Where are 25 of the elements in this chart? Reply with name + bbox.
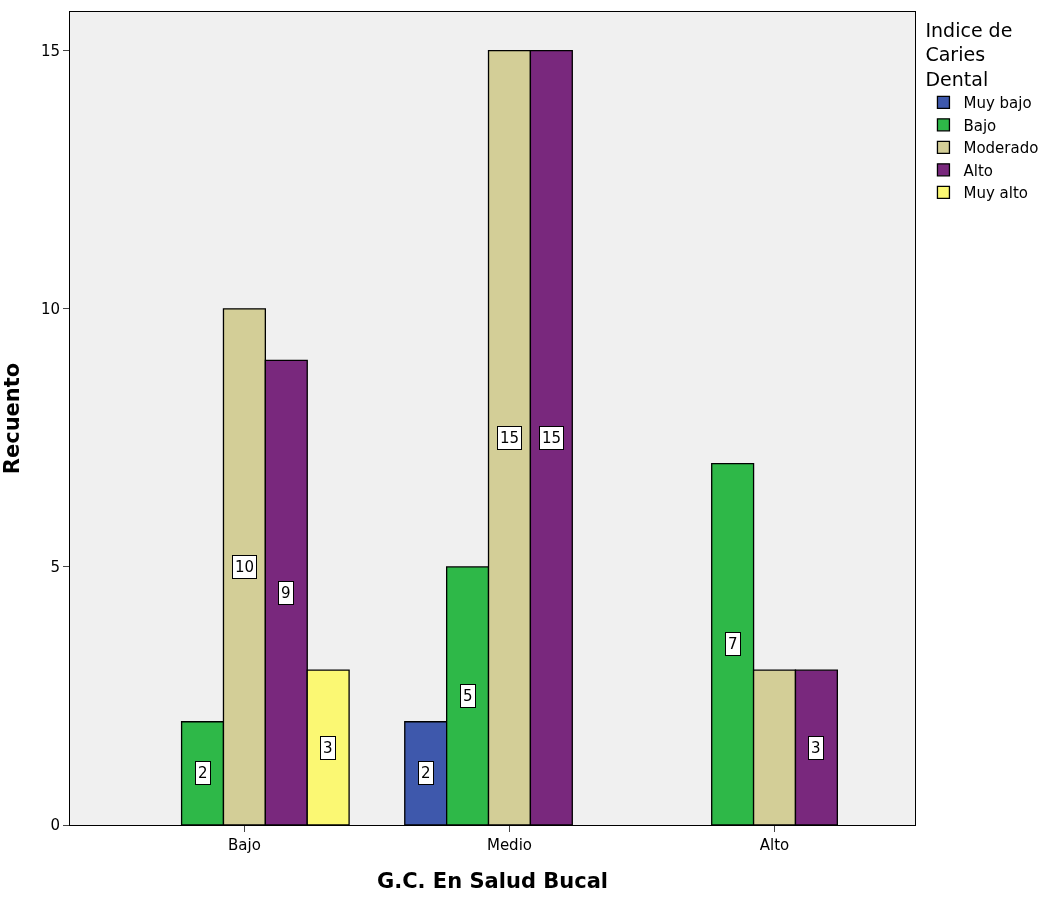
data-label: 3 [811,739,821,757]
data-label: 5 [463,687,473,705]
y-tick-label: 15 [40,41,60,60]
data-label: 2 [421,764,431,782]
legend-label: Moderado [963,139,1039,158]
data-label: 2 [198,764,208,782]
data-label: 3 [323,739,333,757]
x-tick-label: Alto [759,836,790,854]
y-tick-label: 0 [50,816,60,835]
y-tick-label: 10 [40,300,60,319]
data-label: 15 [542,429,562,447]
data-label: 15 [500,429,520,447]
x-tick-label: Bajo [228,836,261,854]
legend-label: Muy bajo [963,94,1032,113]
legend-label: Alto [963,161,993,180]
y-axis-title: Recuento [0,362,25,475]
data-label: 9 [281,584,291,602]
y-tick-label: 5 [50,558,60,577]
x-axis-title: G.C. En Salud Bucal [376,869,609,894]
data-label: 7 [728,635,738,653]
legend-label: Muy alto [963,184,1028,203]
legend-title: Indice de Caries Dental [925,18,1013,91]
data-label: 10 [235,558,255,576]
legend-label: Bajo [963,116,997,135]
x-tick-label: Medio [486,836,532,854]
